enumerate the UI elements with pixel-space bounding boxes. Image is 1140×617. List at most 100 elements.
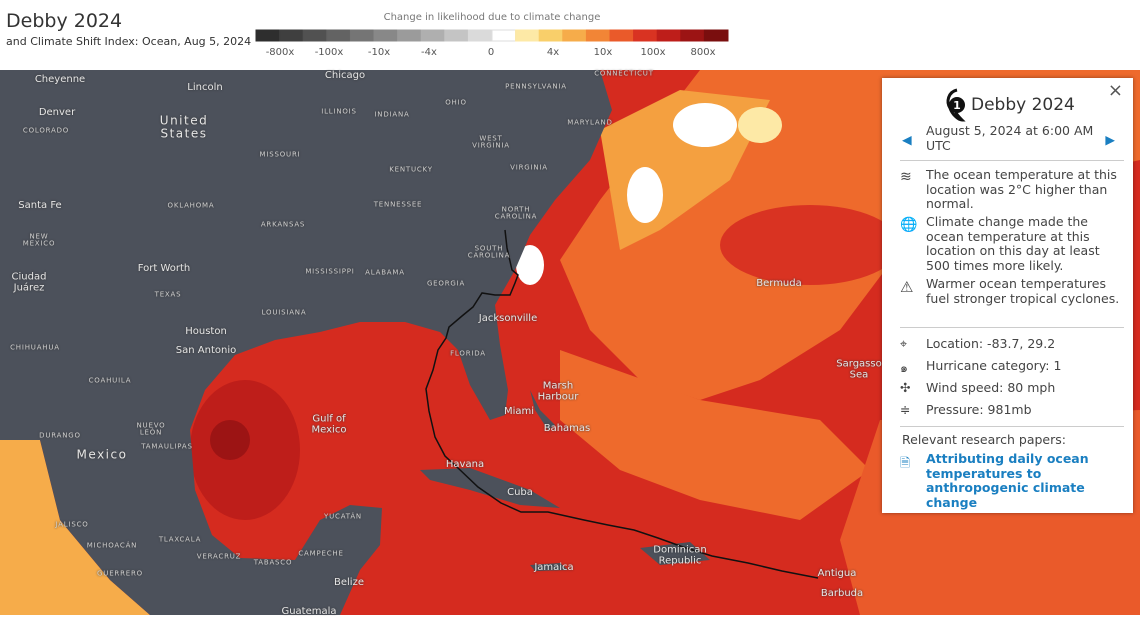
map-label: OKLAHOMA	[167, 201, 215, 210]
legend-swatch	[326, 29, 351, 42]
warning-icon: ⚠	[900, 278, 914, 296]
wave-icon: ≋	[900, 169, 912, 185]
legend-swatch	[302, 29, 328, 42]
map-label: TEXAS	[154, 290, 182, 299]
next-button[interactable]: ▶	[1105, 132, 1115, 147]
legend-swatch	[279, 29, 304, 42]
map-label: Ciudad Juárez	[11, 271, 47, 293]
map-label: Denver	[38, 106, 76, 118]
map-label: ILLINOIS	[321, 107, 357, 116]
document-icon: 🗎	[900, 455, 911, 470]
legend-label: 10x	[594, 47, 613, 58]
legend-label: 0	[488, 47, 494, 58]
map-label: YUCATÁN	[324, 512, 362, 521]
fact: Climate change made the ocean temperatur…	[926, 214, 1100, 273]
wind-icon: ✣	[900, 380, 911, 395]
legend-label: -800x	[266, 47, 295, 58]
legend-swatch	[585, 29, 611, 42]
map-label: MISSISSIPPI	[305, 267, 355, 276]
legend-swatch	[703, 29, 729, 42]
map-label: Bermuda	[756, 277, 802, 289]
fact: The ocean temperature at this location w…	[926, 167, 1117, 211]
detail: Hurricane category: 1	[926, 358, 1062, 373]
subtitle: and Climate Shift Index: Ocean, Aug 5, 2…	[6, 35, 252, 48]
pin-icon: ⌖	[900, 336, 908, 351]
legend-swatch	[562, 29, 587, 42]
map-label: San Antonio	[175, 344, 237, 356]
header: Debby 2024 and Climate Shift Index: Ocea…	[0, 0, 1140, 70]
map-label: FLORIDA	[450, 349, 486, 358]
map-label: PENNSYLVANIA	[505, 82, 567, 91]
map-label: NORTH CAROLINA	[494, 205, 538, 221]
icon-swirl	[946, 88, 966, 122]
map-label: GEORGIA	[426, 279, 466, 288]
cyclone-icon: ๑	[900, 360, 908, 375]
map-label: Lincoln	[187, 81, 223, 93]
map-label: Gulf of Mexico	[311, 413, 347, 435]
map-label: COLORADO	[22, 126, 70, 135]
track-line	[425, 229, 819, 579]
legend-swatch	[373, 29, 399, 42]
map-label: ALABAMA	[365, 268, 405, 277]
prev-button[interactable]: ◀	[902, 132, 912, 147]
hot-patch	[627, 167, 663, 223]
map-label: Havana	[445, 458, 485, 470]
detail: Pressure: 981mb	[926, 402, 1032, 417]
map-label: DURANGO	[39, 431, 81, 440]
hot-patch	[516, 245, 544, 285]
detail: Location: -83.7, 29.2	[926, 336, 1056, 351]
map-label: JALISCO	[55, 520, 89, 529]
map-label: VIRGINIA	[510, 163, 548, 172]
map-label: Jacksonville	[478, 312, 538, 324]
map-label: WEST VIRGINIA	[472, 134, 510, 150]
map-label: Sargasso Sea	[836, 358, 882, 380]
map-label: Santa Fe	[18, 199, 62, 211]
map-label: Belize	[334, 576, 364, 588]
legend-title: Change in likelihood due to climate chan…	[383, 12, 601, 23]
map-label: Barbuda	[820, 587, 864, 599]
map-label: MARYLAND	[567, 118, 613, 127]
map-label: Bahamas	[543, 422, 591, 434]
hurricane-icon: 1	[946, 88, 966, 122]
legend-swatch	[349, 29, 375, 42]
title: Debby 2024	[6, 10, 123, 32]
map-label: INDIANA	[374, 110, 410, 119]
legend-label: -100x	[315, 47, 344, 58]
legend-label: 100x	[640, 47, 665, 58]
legend-swatch	[444, 29, 469, 42]
panel-title: Debby 2024	[971, 95, 1075, 115]
map-label: ARKANSAS	[260, 220, 306, 229]
legend-swatch	[491, 29, 517, 42]
map-label: MICHOACÁN	[86, 541, 138, 550]
legend-swatch	[515, 29, 540, 42]
land	[0, 70, 612, 615]
hot-patch	[673, 103, 737, 147]
separator	[900, 327, 1124, 328]
map-label: TENNESSEE	[373, 200, 423, 209]
map-label: COAHUILA	[88, 376, 132, 385]
bahamas	[530, 390, 555, 430]
map-label: LOUISIANA	[261, 308, 307, 317]
papers-heading: Relevant research papers:	[902, 432, 1066, 447]
pacific	[0, 440, 150, 615]
map-label: Cuba	[507, 486, 533, 498]
legend-swatch	[633, 29, 658, 42]
close-button[interactable]: ×	[1107, 80, 1123, 101]
map-label: VERACRUZ	[196, 552, 242, 561]
map-label: Marsh Harbour	[537, 380, 579, 402]
paper-link[interactable]: Attributing daily ocean temperatures to …	[926, 451, 1089, 510]
icon-dot	[949, 97, 965, 113]
map-label: KENTUCKY	[389, 165, 433, 174]
map-label: Mexico	[76, 447, 128, 462]
map-label: CHIHUAHUA	[10, 343, 60, 352]
legend-swatch	[420, 29, 446, 42]
legend-swatch	[467, 29, 493, 42]
hot-patch	[738, 107, 782, 143]
map-label: Cheyenne	[34, 73, 86, 85]
cool-patch	[720, 205, 900, 285]
fact: Warmer ocean temperatures fuel stronger …	[926, 276, 1120, 306]
icon-label: 1	[953, 99, 961, 112]
map-label: Jamaica	[534, 561, 574, 573]
